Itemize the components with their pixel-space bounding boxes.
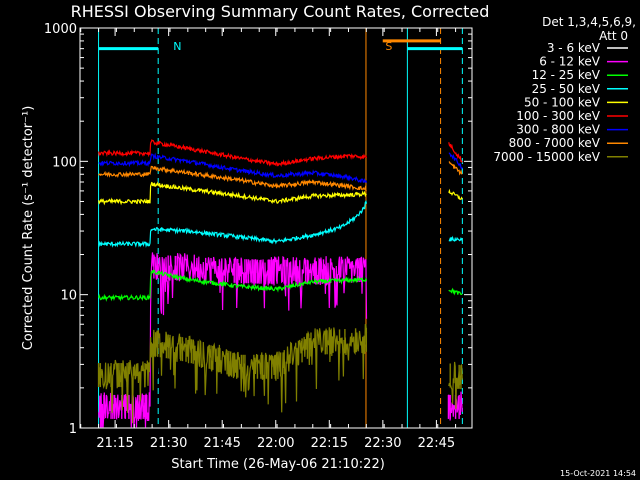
chart-title: RHESSI Observing Summary Count Rates, Co… — [71, 2, 490, 21]
legend-label: 3 - 6 keV — [547, 41, 601, 55]
series-line — [98, 199, 463, 248]
legend-label: 100 - 300 keV — [516, 109, 600, 123]
series-line — [98, 139, 463, 167]
y-tick-label: 1000 — [44, 22, 77, 37]
series-line — [98, 161, 463, 192]
series-line — [98, 181, 463, 206]
legend-label: 25 - 50 keV — [532, 82, 601, 96]
x-tick-label: 21:15 — [96, 436, 133, 451]
y-tick-label: 100 — [52, 155, 77, 170]
legend-label: 300 - 800 keV — [516, 123, 600, 137]
series-layer — [97, 139, 463, 428]
x-tick-label: 22:15 — [311, 436, 348, 451]
legend-label: 6 - 12 keV — [539, 55, 601, 69]
x-tick-label: 21:30 — [150, 436, 187, 451]
series-line — [98, 323, 463, 424]
axes-layer: 21:15 21:30 21:45 22:00 22:15 22:30 22:45 1 10 10… — [44, 22, 473, 451]
legend-label: 12 - 25 keV — [532, 68, 601, 82]
flag-label: N — [173, 40, 181, 53]
legend-label: 800 - 7000 keV — [509, 136, 601, 150]
x-axis-label: Start Time (26-May-06 21:10:22) — [171, 457, 385, 472]
x-tick-label: 21:45 — [203, 436, 240, 451]
legend-header-line-1: Det 1,3,4,5,6,9, — [542, 15, 636, 29]
series-line — [98, 152, 463, 183]
y-tick-label: 10 — [60, 289, 77, 304]
x-tick-label: 22:45 — [418, 436, 455, 451]
legend-label: 7000 - 15000 keV — [493, 150, 600, 164]
x-tick-label: 22:00 — [257, 436, 294, 451]
footer-date: 15-Oct-2021 14:54 — [560, 469, 636, 478]
x-tick-label: 22:30 — [364, 436, 401, 451]
y-tick-label: 1 — [69, 422, 77, 437]
y-axis-label: Corrected Count Rate (s⁻¹ detector⁻¹) — [21, 106, 36, 351]
series-line — [98, 322, 463, 413]
legend-label: 50 - 100 keV — [524, 95, 601, 109]
flag-label: S — [385, 40, 392, 53]
legend-header-line-2: Att 0 — [599, 29, 628, 43]
series-line — [98, 269, 463, 302]
